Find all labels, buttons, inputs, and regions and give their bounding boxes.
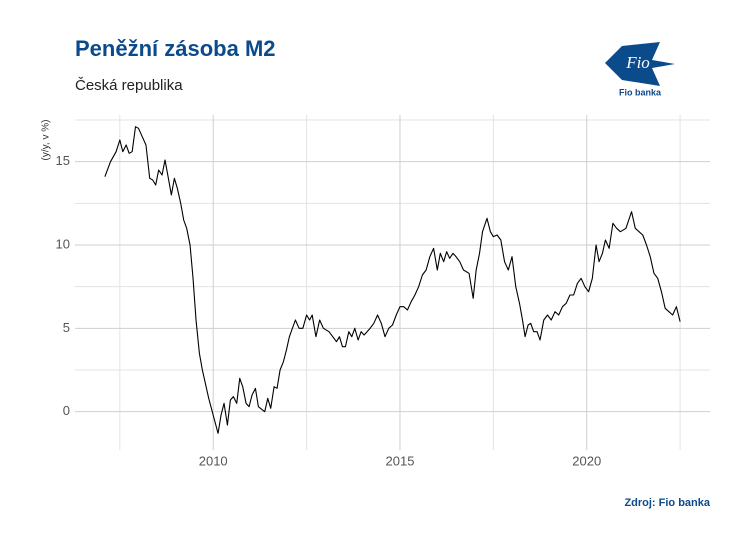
logo-caption: Fio banka <box>619 87 662 97</box>
y-axis-label: (y/y, v %) <box>41 120 52 161</box>
y-tick-label: 10 <box>56 236 70 251</box>
x-tick-label: 2010 <box>199 453 228 468</box>
logo-flag <box>605 42 675 86</box>
chart-subtitle: Česká republika <box>75 77 183 94</box>
logo-text: Fio <box>625 53 650 72</box>
x-tick-label: 2020 <box>572 453 601 468</box>
x-tick-label: 2015 <box>386 453 415 468</box>
y-tick-label: 15 <box>56 153 70 168</box>
logo: Fio Fio banka <box>605 42 675 97</box>
y-tick-label: 5 <box>63 320 70 335</box>
chart-title: Peněžní zásoba M2 <box>75 36 276 61</box>
data-line <box>104 126 681 434</box>
source: Zdroj: Fio banka <box>624 497 710 509</box>
y-tick-label: 0 <box>63 403 70 418</box>
